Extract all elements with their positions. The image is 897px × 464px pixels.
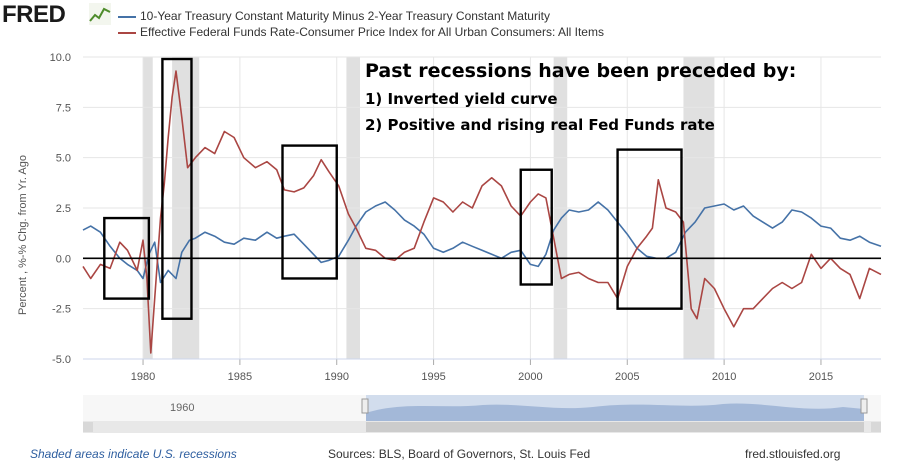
annotation-line-2: 2) Positive and rising real Fed Funds ra… [365, 116, 715, 134]
x-tick-label-6: 2010 [712, 371, 736, 383]
x-tick-label-4: 2000 [518, 371, 542, 383]
highlight-box-3 [519, 168, 553, 286]
legend-item-real-rate[interactable]: Effective Federal Funds Rate-Consumer Pr… [118, 25, 604, 39]
x-tick-label-3: 1995 [421, 371, 445, 383]
navigator-series-silhouette [366, 403, 864, 421]
x-tick-label-1: 1985 [228, 371, 252, 383]
legend-label-real-rate: Effective Federal Funds Rate-Consumer Pr… [140, 25, 604, 39]
chart-line-icon [89, 3, 111, 25]
highlight-boxes-group [103, 57, 683, 320]
highlight-box-1 [161, 57, 193, 320]
y-axis-label: Percent , %-% Chg. from Yr. Ago [17, 155, 29, 315]
x-tick-label-7: 2015 [809, 371, 833, 383]
footer-site-link[interactable]: fred.stlouisfed.org [745, 447, 841, 461]
chart-area: -5.0 -2.5 0.0 2.5 5.0 7.5 10.0 1980 1985 1990 1995… [17, 52, 882, 383]
legend-swatch-red [118, 31, 136, 34]
legend-item-spread[interactable]: 10-Year Treasury Constant Maturity Minus… [118, 9, 550, 23]
navigator-left-handle[interactable] [361, 398, 369, 414]
y-tick-label-1: -2.5 [52, 304, 71, 316]
y-tick-label-6: 10.0 [50, 52, 71, 64]
y-tick-label-5: 7.5 [56, 102, 71, 114]
navigator-scrollbar-thumb[interactable] [366, 422, 864, 432]
x-tick-label-2: 1990 [324, 371, 348, 383]
highlight-box-4 [616, 148, 683, 310]
y-tick-label-0: -5.0 [52, 354, 71, 366]
y-tick-label-2: 0.0 [56, 253, 71, 265]
x-tick-label-0: 1980 [131, 371, 155, 383]
highlight-box-2 [281, 144, 338, 280]
footer-sources: Sources: BLS, Board of Governors, St. Lo… [328, 447, 591, 461]
navigator-right-handle[interactable] [860, 398, 868, 414]
axis-group: -5.0 -2.5 0.0 2.5 5.0 7.5 10.0 1980 1985 1990 1995… [50, 52, 881, 383]
series-group [82, 70, 882, 354]
navigator-scroll-left-arrow[interactable] [83, 422, 93, 432]
y-tick-label-3: 2.5 [56, 203, 71, 215]
navigator-scroll-right-arrow[interactable] [871, 422, 881, 432]
fred-logo[interactable]: FRED [2, 1, 66, 28]
range-navigator[interactable] [83, 395, 881, 433]
legend-label-spread: 10-Year Treasury Constant Maturity Minus… [140, 9, 550, 23]
footer-recession-note[interactable]: Shaded areas indicate U.S. recessions [30, 447, 237, 461]
y-tick-label-4: 5.0 [56, 153, 71, 165]
annotation-title: Past recessions have been preceded by: [365, 60, 796, 82]
navigator-tick-label: 1960 [170, 402, 195, 414]
legend-swatch-blue [118, 15, 136, 18]
annotation-line-1: 1) Inverted yield curve [365, 90, 558, 108]
x-tick-label-5: 2005 [615, 371, 639, 383]
series-line-real-fed-funds [82, 70, 882, 354]
series-line-yield-spread [82, 201, 882, 284]
